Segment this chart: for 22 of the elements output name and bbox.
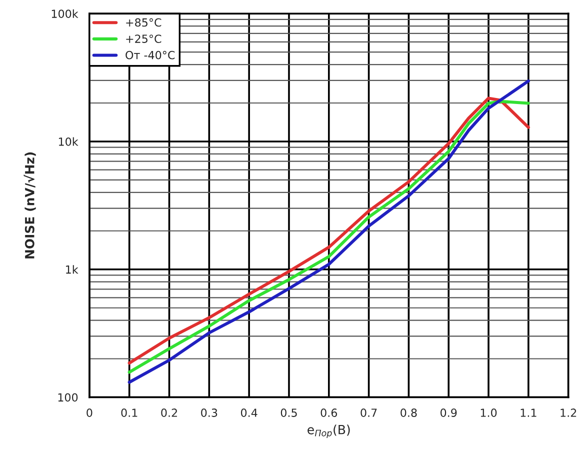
y-tick-label: 100k [52,9,78,18]
x-tick-label: 1.2 [560,408,576,417]
y-axis-title: NOISE (nV/√Hz) [24,152,36,258]
x-tick-label: 1.0 [480,408,497,417]
y-tick-label: 100 [58,393,78,402]
x-tick-label: 1.1 [520,408,536,417]
x-tick-label: 0.4 [240,408,258,417]
x-tick-label: 0 [86,408,92,417]
x-tick-label: 0.8 [400,408,417,417]
y-tick-label: 1k [66,265,78,274]
x-tick-label: 0.2 [161,408,177,417]
legend-label: +85°C [126,18,162,27]
x-tick-label: 0.6 [320,408,338,417]
x-tick-label: 0.1 [121,408,138,417]
x-tick-label: 0.9 [440,408,457,417]
x-tick-label: 0.5 [280,408,297,417]
legend-label: +25°C [126,34,162,43]
y-tick-label: 10k [58,137,78,146]
x-tick-label: 0.7 [360,408,377,417]
x-tick-label: 0.3 [201,408,218,417]
x-axis-title: e$_{Пор}$(В) [308,424,350,438]
legend-label: От -40°C [126,50,175,60]
